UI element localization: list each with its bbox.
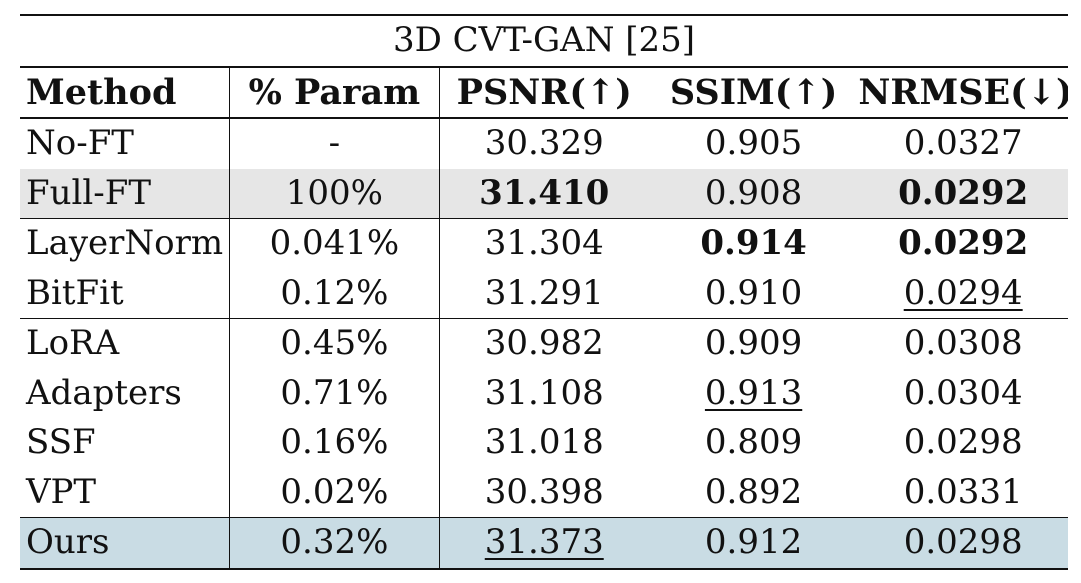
cell-psnr: 30.982: [484, 323, 604, 364]
header-ssim: SSIM(↑): [648, 66, 859, 119]
cell-psnr: 31.373: [484, 522, 604, 563]
table-row: LayerNorm 0.041% 31.304 0.914 0.0292: [20, 218, 1068, 269]
cell-ssim: 0.809: [704, 422, 803, 463]
table-title-row: 3D CVT-GAN [25]: [20, 14, 1068, 68]
results-table: 3D CVT-GAN [25] Method % Param PSNR(↑) S…: [20, 14, 1068, 570]
cell-method: LayerNorm: [20, 218, 231, 269]
cell-ssim: 0.914: [700, 223, 807, 264]
cell-nrmse: 0.0298: [903, 422, 1023, 463]
cell-method: SSF: [20, 418, 231, 468]
cell-param: 0.16%: [229, 418, 440, 468]
cell-psnr: 31.018: [484, 422, 604, 463]
cell-param: 0.45%: [229, 318, 440, 369]
header-param: % Param: [229, 66, 440, 119]
cell-param: -: [229, 118, 440, 169]
cell-method: Full-FT: [20, 168, 231, 219]
cell-psnr: 30.329: [484, 123, 604, 164]
cell-param: 0.32%: [229, 517, 440, 570]
cell-ssim: 0.905: [704, 123, 803, 164]
cell-psnr: 31.410: [439, 168, 649, 219]
cell-method: LoRA: [20, 318, 231, 369]
table-row-ours: Ours 0.32% 31.373 0.912 0.0298: [20, 517, 1068, 570]
cell-nrmse: 0.0292: [858, 168, 1068, 219]
cell-method: Adapters: [20, 368, 231, 418]
cell-nrmse: 0.0292: [898, 223, 1029, 264]
cell-method: Ours: [20, 517, 231, 570]
cell-ssim: 0.913: [704, 372, 803, 413]
cell-method: No-FT: [20, 118, 231, 169]
cell-ssim: 0.912: [648, 517, 859, 570]
cell-psnr: 30.398: [439, 467, 649, 518]
results-table-container: 3D CVT-GAN [25] Method % Param PSNR(↑) S…: [20, 14, 1068, 570]
table-row: No-FT - 30.329 0.905 0.0327: [20, 118, 1068, 169]
header-nrmse: NRMSE(↓): [858, 66, 1068, 119]
cell-param: 0.12%: [229, 268, 440, 319]
table-title: 3D CVT-GAN [25]: [20, 14, 1068, 68]
table-row: SSF 0.16% 31.018 0.809 0.0298: [20, 418, 1068, 468]
table-row: VPT 0.02% 30.398 0.892 0.0331: [20, 467, 1068, 518]
cell-nrmse: 0.0298: [858, 517, 1068, 570]
header-row: Method % Param PSNR(↑) SSIM(↑) NRMSE(↓): [20, 66, 1068, 119]
cell-ssim: 0.892: [648, 467, 859, 518]
cell-nrmse: 0.0304: [903, 372, 1023, 413]
cell-nrmse: 0.0308: [903, 323, 1023, 364]
cell-nrmse: 0.0327: [903, 123, 1023, 164]
cell-param: 0.041%: [229, 218, 440, 269]
header-psnr: PSNR(↑): [439, 66, 649, 119]
table-row: LoRA 0.45% 30.982 0.909 0.0308: [20, 318, 1068, 369]
cell-psnr: 31.291: [439, 268, 649, 319]
cell-psnr: 31.108: [484, 372, 604, 413]
cell-nrmse: 0.0294: [903, 272, 1023, 313]
table-row: BitFit 0.12% 31.291 0.910 0.0294: [20, 268, 1068, 319]
cell-ssim: 0.910: [648, 268, 859, 319]
cell-ssim: 0.908: [648, 168, 859, 219]
cell-method: VPT: [20, 467, 231, 518]
cell-param: 0.71%: [229, 368, 440, 418]
cell-psnr: 31.304: [484, 223, 604, 264]
cell-param: 100%: [229, 168, 440, 219]
table-row: Adapters 0.71% 31.108 0.913 0.0304: [20, 368, 1068, 418]
cell-ssim: 0.909: [704, 323, 803, 364]
header-method: Method: [20, 66, 231, 119]
cell-param: 0.02%: [229, 467, 440, 518]
table-row: Full-FT 100% 31.410 0.908 0.0292: [20, 168, 1068, 219]
cell-method: BitFit: [20, 268, 231, 319]
cell-nrmse: 0.0331: [858, 467, 1068, 518]
